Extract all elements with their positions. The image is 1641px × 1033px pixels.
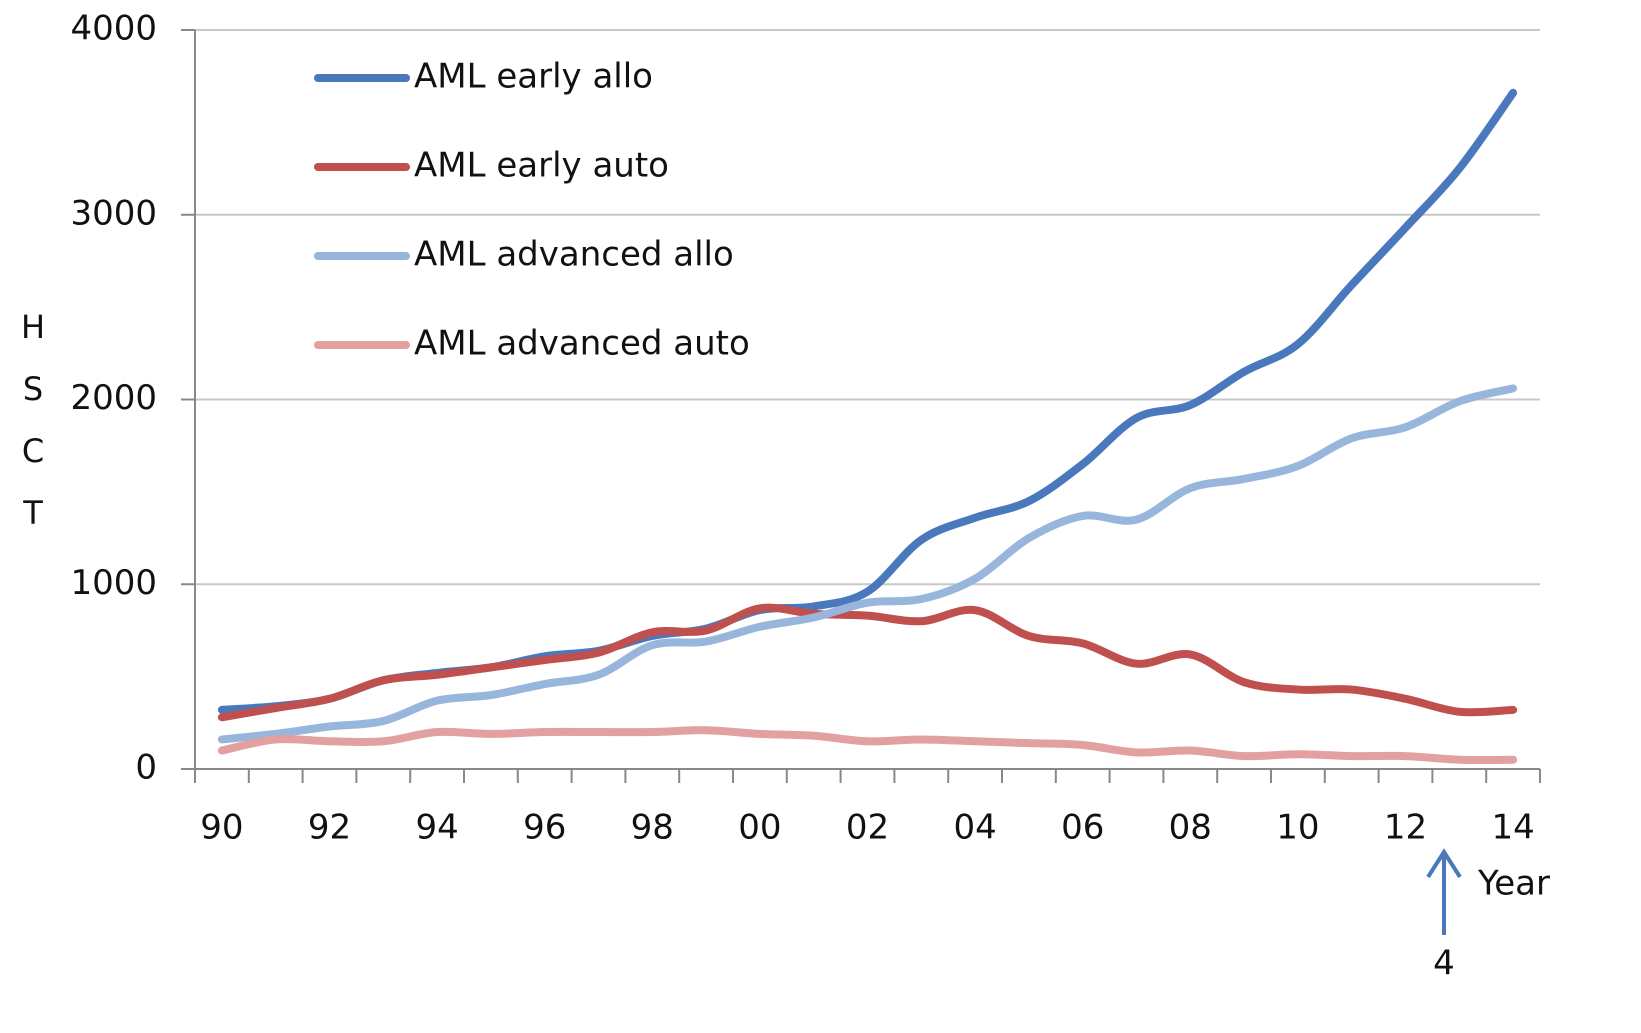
series-line [217,603,1518,722]
y-tick-label: 0 [135,748,157,788]
legend-label: AML advanced auto [414,324,750,364]
x-axis-label: Year [1477,864,1550,904]
x-tick-label: 00 [738,808,781,848]
legend-label: AML advanced allo [414,235,734,275]
legend-label: AML early allo [414,57,653,97]
x-tick-label: 14 [1491,808,1534,848]
legend-label: AML early auto [414,146,669,186]
y-tick-label: 4000 [70,9,157,49]
x-tick-label: 06 [1061,808,1104,848]
y-tick-label: 1000 [70,563,157,603]
series-line [217,384,1518,744]
x-tick-label: 04 [953,808,996,848]
x-tick-label: 90 [200,808,243,848]
x-tick-label: 12 [1384,808,1427,848]
y-tick-label: 3000 [70,193,157,233]
y-axis-label: HSCT [20,308,46,532]
x-tick-label: 08 [1169,808,1212,848]
y-tick-label: 2000 [70,378,157,418]
x-tick-label: 96 [523,808,566,848]
series-line [217,726,1518,765]
x-tick-label: 92 [308,808,351,848]
annotation: 4 [1433,944,1455,984]
x-tick-label: 98 [631,808,674,848]
x-tick-label: 94 [415,808,458,848]
annotation-arrowhead [1426,848,1462,879]
x-tick-label: 02 [846,808,889,848]
x-tick-label: 10 [1276,808,1319,848]
